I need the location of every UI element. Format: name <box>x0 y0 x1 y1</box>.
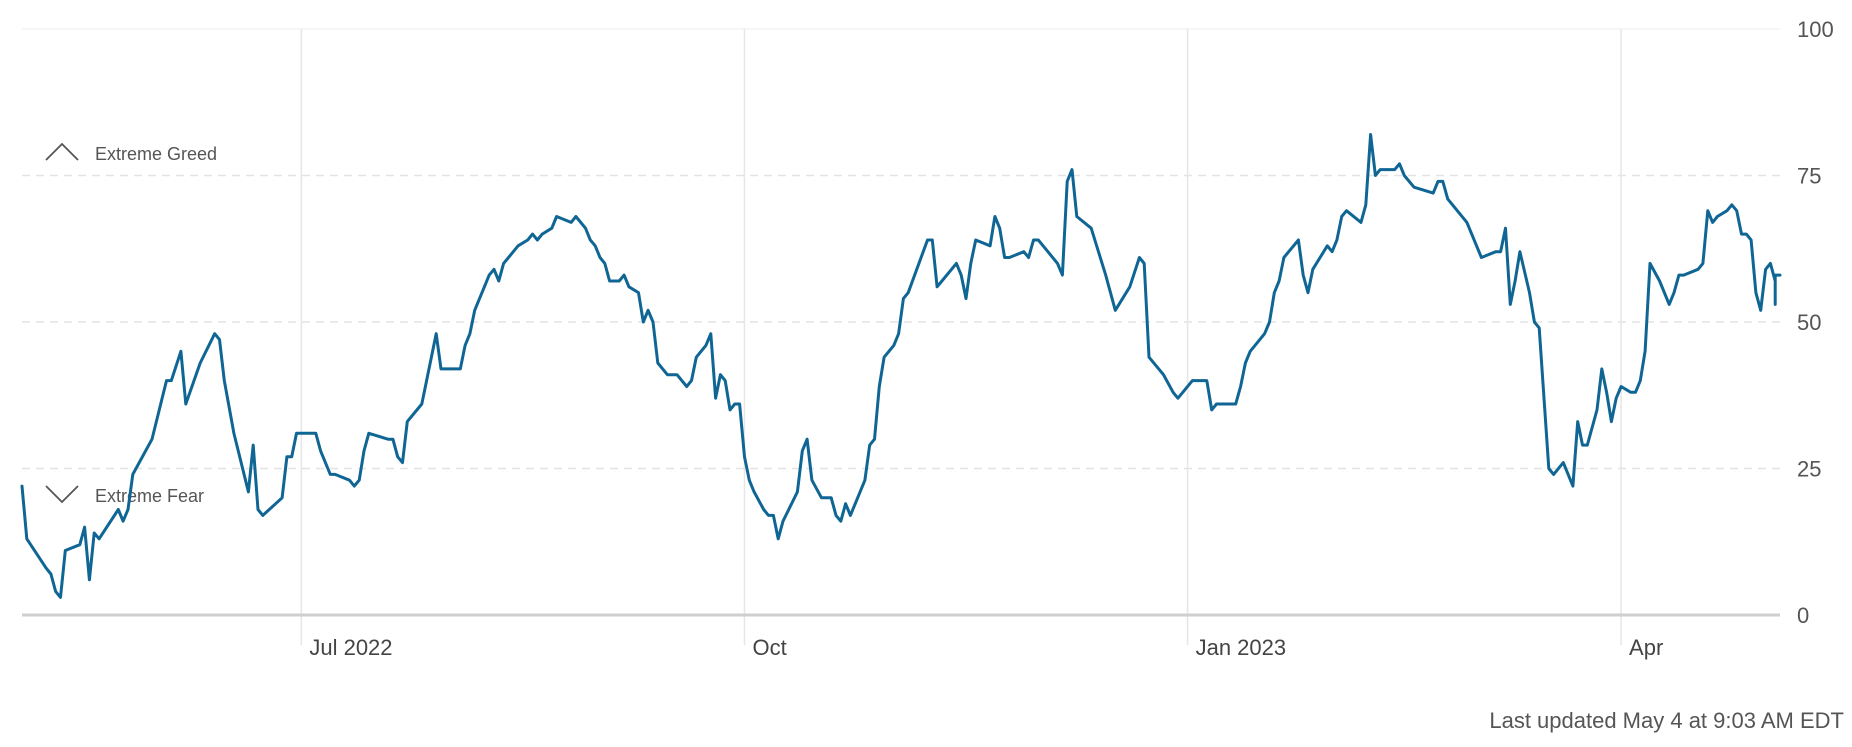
chevron-up-icon <box>45 142 79 161</box>
y-tick-label: 75 <box>1797 164 1821 189</box>
x-tick-label: Apr <box>1629 635 1663 660</box>
zone-label-text: Extreme Fear <box>95 486 204 506</box>
series-line <box>20 133 1782 599</box>
x-tick-label: Oct <box>752 635 786 660</box>
zone-label-text: Extreme Greed <box>95 144 217 164</box>
axes: 0 25 50 75 100 Jul 2022 Oct Jan 2023 Apr <box>22 17 1834 660</box>
plot-area <box>20 133 1782 599</box>
zone-labels: Extreme Greed Extreme Fear <box>45 142 217 506</box>
x-tick-label: Jul 2022 <box>309 635 392 660</box>
y-tick-label: 25 <box>1797 457 1821 482</box>
y-tick-label: 100 <box>1797 17 1834 42</box>
chevron-down-icon <box>45 485 79 504</box>
y-tick-label: 0 <box>1797 603 1809 628</box>
fear-greed-chart: Extreme Greed Extreme Fear 0 25 50 75 100 Jul … <box>20 17 1834 660</box>
grid-lines <box>22 28 1780 645</box>
y-tick-label: 50 <box>1797 310 1821 335</box>
last-updated-text: Last updated May 4 at 9:03 AM EDT <box>1489 708 1844 733</box>
x-tick-label: Jan 2023 <box>1196 635 1287 660</box>
